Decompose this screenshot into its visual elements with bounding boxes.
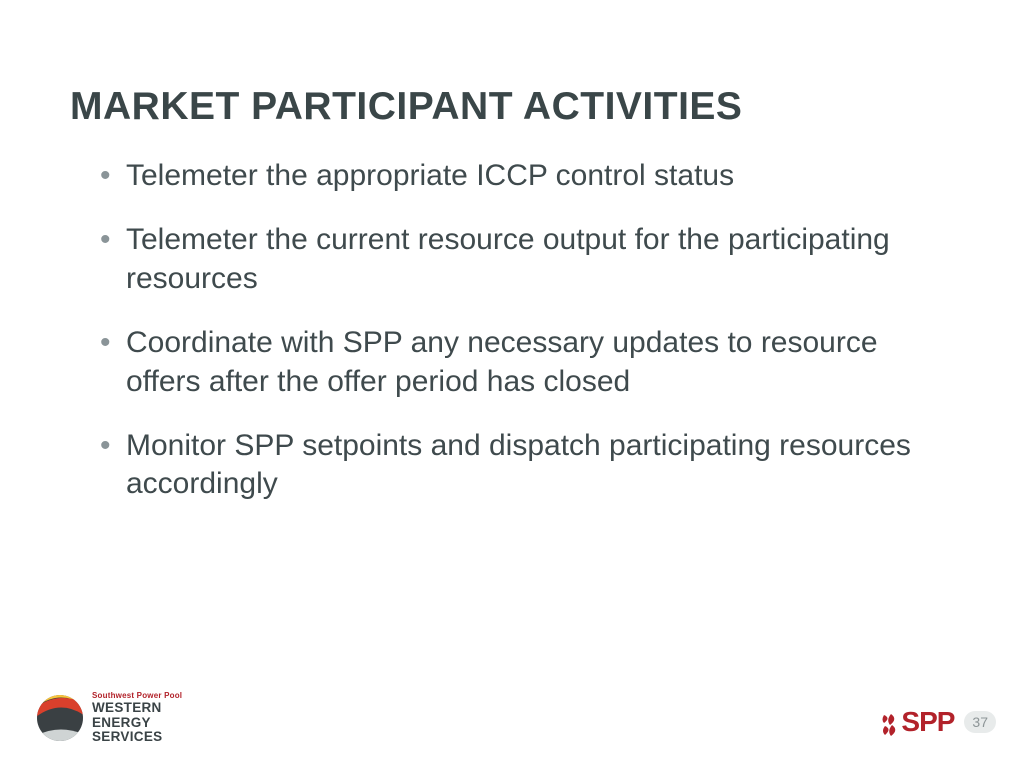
swirl-icon (36, 694, 84, 742)
slide-title: MARKET PARTICIPANT ACTIVITIES (70, 85, 954, 129)
logo-text: Southwest Power Pool WESTERN ENERGY SERV… (92, 692, 182, 744)
page-number-badge: 37 (964, 711, 996, 733)
slide: MARKET PARTICIPANT ACTIVITIES Telemeter … (0, 0, 1024, 768)
list-item: Telemeter the appropriate ICCP control s… (100, 157, 954, 195)
list-item: Monitor SPP setpoints and dispatch parti… (100, 427, 954, 504)
spp-logo-area: SPP 37 (881, 706, 996, 738)
logo-subtitle: Southwest Power Pool (92, 692, 182, 700)
bullet-list: Telemeter the appropriate ICCP control s… (70, 157, 954, 504)
list-item: Telemeter the current resource output fo… (100, 221, 954, 298)
logo-line-2: ENERGY (92, 716, 182, 730)
spp-logo: SPP (881, 706, 954, 738)
spp-ornament-icon (881, 711, 899, 733)
logo-line-3: SERVICES (92, 730, 182, 744)
spp-label: SPP (901, 706, 954, 738)
logo-line-1: WESTERN (92, 701, 182, 715)
western-energy-services-logo: Southwest Power Pool WESTERN ENERGY SERV… (36, 692, 182, 744)
list-item: Coordinate with SPP any necessary update… (100, 324, 954, 401)
slide-footer: Southwest Power Pool WESTERN ENERGY SERV… (0, 688, 1024, 748)
